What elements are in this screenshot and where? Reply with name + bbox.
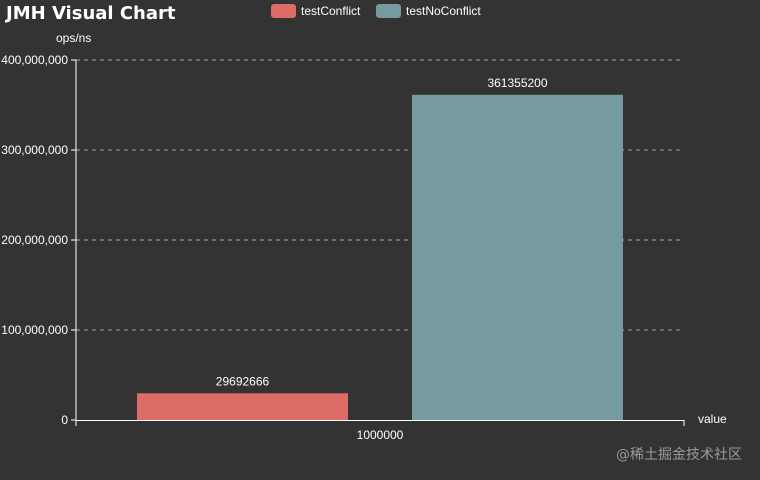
legend-item-test-conflict[interactable]: testConflict bbox=[271, 4, 361, 18]
legend-swatch-test-conflict bbox=[271, 4, 296, 18]
y-tick-label: 100,000,000 bbox=[1, 323, 68, 337]
x-axis-label: value bbox=[698, 412, 727, 426]
legend-label-test-no-conflict: testNoConflict bbox=[406, 4, 481, 18]
bar-testNoConflict[interactable] bbox=[412, 94, 623, 420]
y-axis-ticks: 0 100,000,000 200,000,000 300,000,000 400,00… bbox=[1, 53, 76, 427]
y-tick-label: 300,000,000 bbox=[1, 143, 68, 157]
y-tick-label: 400,000,000 bbox=[1, 53, 68, 67]
chart-title: JMH Visual Chart bbox=[4, 3, 176, 24]
y-tick-label: 200,000,000 bbox=[1, 233, 68, 247]
bars bbox=[137, 94, 623, 420]
data-label-testConflict: 29692666 bbox=[216, 374, 270, 388]
legend-item-test-no-conflict[interactable]: testNoConflict bbox=[376, 4, 481, 18]
x-tick-label: 1000000 bbox=[357, 428, 404, 442]
legend-swatch-test-no-conflict bbox=[376, 4, 401, 18]
watermark-text: @稀土掘金技术社区 bbox=[616, 447, 742, 463]
legend-label-test-conflict: testConflict bbox=[301, 4, 361, 18]
data-labels: 29692666 361355200 bbox=[216, 76, 548, 388]
y-axis-label: ops/ns bbox=[56, 31, 91, 45]
legend: testConflict testNoConflict bbox=[271, 4, 481, 18]
data-label-testNoConflict: 361355200 bbox=[487, 76, 547, 90]
y-tick-label: 0 bbox=[61, 413, 68, 427]
bar-testConflict[interactable] bbox=[137, 393, 348, 420]
